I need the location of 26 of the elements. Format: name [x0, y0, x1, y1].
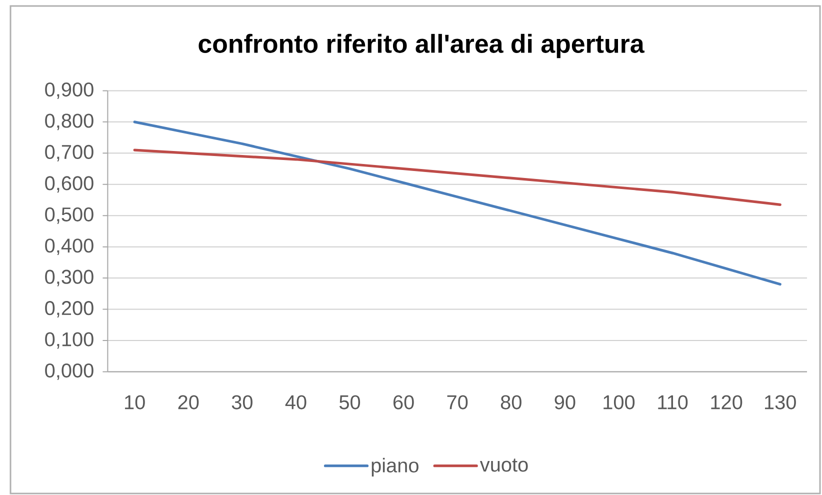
x-tick-label: 100 [604, 395, 635, 410]
y-tick-label: 0,200 [45, 301, 94, 318]
legend-label: piano [372, 458, 418, 476]
y-tick-label: 0,900 [45, 82, 94, 99]
y-tick-label: 0,300 [45, 270, 94, 286]
x-tick-label: 120 [711, 395, 742, 410]
x-tick-label: 110 [658, 395, 688, 410]
legend-label: vuoto [480, 458, 528, 472]
x-tick-label: 30 [232, 395, 252, 410]
chart-title: confronto riferito all'area di apertura [198, 34, 644, 58]
x-tick-label: 90 [554, 395, 576, 410]
x-tick-label: 60 [393, 395, 414, 410]
y-tick-label: 0,500 [45, 207, 94, 224]
x-tick-label: 80 [500, 395, 522, 410]
y-tick-label: 0,400 [45, 238, 94, 256]
x-tick-label: 50 [339, 395, 360, 410]
x-tick-label: 70 [447, 395, 468, 410]
y-tick-label: 0,700 [45, 144, 94, 162]
y-tick-label: 0,600 [45, 176, 94, 193]
y-tick-label: 0,100 [45, 332, 94, 349]
y-tick-label: 0,800 [45, 114, 94, 130]
y-tick-label: 0,000 [45, 363, 94, 380]
x-tick-label: 130 [765, 395, 796, 410]
x-tick-label: 10 [125, 395, 145, 410]
x-tick-label: 40 [285, 395, 306, 410]
x-tick-label: 20 [178, 395, 199, 410]
